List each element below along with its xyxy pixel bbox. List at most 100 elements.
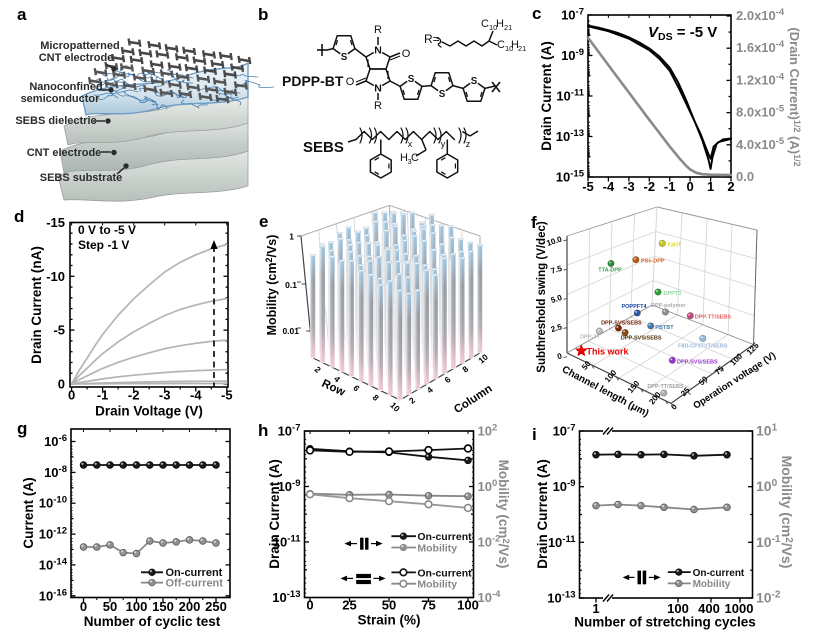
svg-text:DPP-SVS/SEBS: DPP-SVS/SEBS [677, 359, 718, 365]
svg-text:-15: -15 [46, 215, 65, 230]
svg-text:On-current: On-current [417, 567, 472, 579]
svg-text:25: 25 [342, 598, 356, 613]
svg-text:SEBS: SEBS [303, 139, 344, 156]
svg-text:i: i [532, 425, 537, 444]
svg-text:SEBS substrate: SEBS substrate [40, 172, 123, 184]
svg-text:4: 4 [332, 374, 343, 385]
svg-text:N: N [374, 45, 382, 57]
svg-text:z: z [466, 139, 471, 149]
svg-text:b: b [258, 5, 268, 24]
svg-text:x: x [408, 139, 413, 149]
svg-text:On-current: On-current [417, 531, 472, 543]
svg-text:Drain Current (nA): Drain Current (nA) [29, 246, 44, 364]
svg-text:PSe-DPP: PSe-DPP [641, 259, 665, 265]
svg-text:250: 250 [205, 599, 227, 614]
svg-text:R: R [374, 100, 382, 112]
svg-text:100: 100 [457, 598, 479, 613]
svg-text:-4: -4 [603, 179, 615, 194]
svg-text:200: 200 [179, 599, 201, 614]
svg-text:DPP-TT/SEBS: DPP-TT/SEBS [647, 384, 684, 390]
svg-text:Drain Current (A): Drain Current (A) [267, 459, 282, 569]
svg-text:3: 3 [408, 157, 412, 166]
svg-text:Mobility (cm2/Vs): Mobility (cm2/Vs) [779, 456, 795, 569]
svg-text:h: h [258, 421, 268, 440]
svg-text:Strain (%): Strain (%) [357, 613, 420, 628]
svg-text:e: e [259, 212, 268, 231]
svg-text:C: C [497, 39, 505, 51]
svg-text:1: 1 [707, 179, 714, 194]
svg-text:-10: -10 [46, 269, 65, 284]
svg-text:1.2x10-4: 1.2x10-4 [736, 71, 785, 87]
svg-text:2: 2 [727, 179, 734, 194]
svg-text:S: S [439, 89, 446, 100]
svg-text:DPP-TT/SEBS: DPP-TT/SEBS [695, 315, 732, 321]
svg-text:R: R [374, 24, 382, 36]
svg-text:DPP-SVS/SEBS: DPP-SVS/SEBS [621, 335, 662, 341]
svg-text:21: 21 [504, 23, 512, 32]
svg-text:2.5: 2.5 [550, 322, 564, 334]
svg-text:-5: -5 [582, 179, 594, 194]
svg-text:1.6x10-4: 1.6x10-4 [736, 39, 785, 55]
svg-text:N: N [374, 83, 382, 95]
svg-text:R=: R= [424, 32, 440, 46]
svg-text:10: 10 [489, 23, 497, 32]
svg-text:-4: -4 [190, 388, 202, 403]
svg-text:DPP-polymer: DPP-polymer [651, 303, 686, 309]
svg-text:S: S [341, 52, 348, 63]
svg-text:SEBS dielectric: SEBS dielectric [15, 115, 96, 127]
svg-text:semiconductor: semiconductor [21, 93, 101, 105]
svg-text:Step -1 V: Step -1 V [78, 238, 129, 252]
svg-text:4: 4 [425, 384, 435, 395]
svg-text:0 V to -5 V: 0 V to -5 V [78, 223, 136, 237]
svg-text:7.5: 7.5 [550, 264, 564, 276]
svg-text:8.0x10-5: 8.0x10-5 [736, 104, 785, 120]
svg-text:0.0: 0.0 [736, 169, 754, 184]
svg-text:f: f [531, 213, 537, 232]
svg-text:2.0x10-4: 2.0x10-4 [736, 7, 785, 23]
svg-text:g: g [17, 419, 27, 438]
svg-text:CNT electrode: CNT electrode [39, 52, 114, 64]
svg-text:-5: -5 [221, 388, 233, 403]
svg-text:C: C [411, 152, 419, 164]
svg-text:400: 400 [698, 601, 720, 616]
svg-text:F8D-CF3TVT/SEBS: F8D-CF3TVT/SEBS [678, 344, 728, 350]
svg-text:5.0: 5.0 [550, 293, 564, 305]
svg-text:Mobility (cm2/Vs): Mobility (cm2/Vs) [264, 235, 279, 336]
svg-text:PBTBT: PBTBT [655, 325, 674, 331]
svg-text:Number of cyclic test: Number of cyclic test [84, 614, 221, 629]
svg-text:8: 8 [371, 392, 382, 403]
svg-text:4.0x10-5: 4.0x10-5 [736, 136, 785, 152]
svg-text:a: a [17, 5, 27, 24]
svg-text:6: 6 [442, 374, 452, 385]
svg-text:100: 100 [126, 599, 148, 614]
svg-text:VDS = -5 V: VDS = -5 V [648, 24, 717, 43]
svg-text:H: H [511, 39, 519, 51]
svg-text:1: 1 [289, 232, 294, 242]
svg-text:DPP-TT: DPP-TT [580, 335, 601, 341]
svg-text:C: C [481, 18, 489, 30]
svg-text:y: y [441, 139, 446, 149]
svg-text:This work: This work [587, 346, 630, 356]
svg-text:Mobility (cm2/Vs): Mobility (cm2/Vs) [496, 460, 511, 569]
svg-text:S: S [408, 74, 415, 85]
svg-text:-1: -1 [664, 179, 676, 194]
svg-text:0: 0 [669, 402, 679, 412]
svg-text:O: O [402, 48, 411, 60]
svg-text:0: 0 [68, 388, 75, 403]
svg-text:1: 1 [592, 601, 599, 616]
svg-text:CNT electrode: CNT electrode [27, 147, 102, 159]
svg-text:Drain Voltage (V): Drain Voltage (V) [95, 404, 203, 419]
svg-text:Micropatterned: Micropatterned [40, 40, 119, 52]
svg-text:0: 0 [80, 599, 87, 614]
svg-text:0: 0 [306, 598, 313, 613]
svg-text:0: 0 [58, 377, 65, 392]
svg-text:POPPFT4: POPPFT4 [621, 304, 647, 310]
svg-text:21: 21 [518, 44, 526, 53]
svg-text:Subthreshold swing (V/dec): Subthreshold swing (V/dec) [536, 221, 548, 373]
svg-text:50: 50 [103, 599, 117, 614]
svg-text:-5: -5 [53, 323, 65, 338]
svg-text:-3: -3 [623, 179, 635, 194]
svg-text:H: H [400, 152, 408, 164]
svg-text:Drain Current (A): Drain Current (A) [539, 41, 554, 151]
svg-text:DPPT3: DPPT3 [664, 291, 682, 297]
